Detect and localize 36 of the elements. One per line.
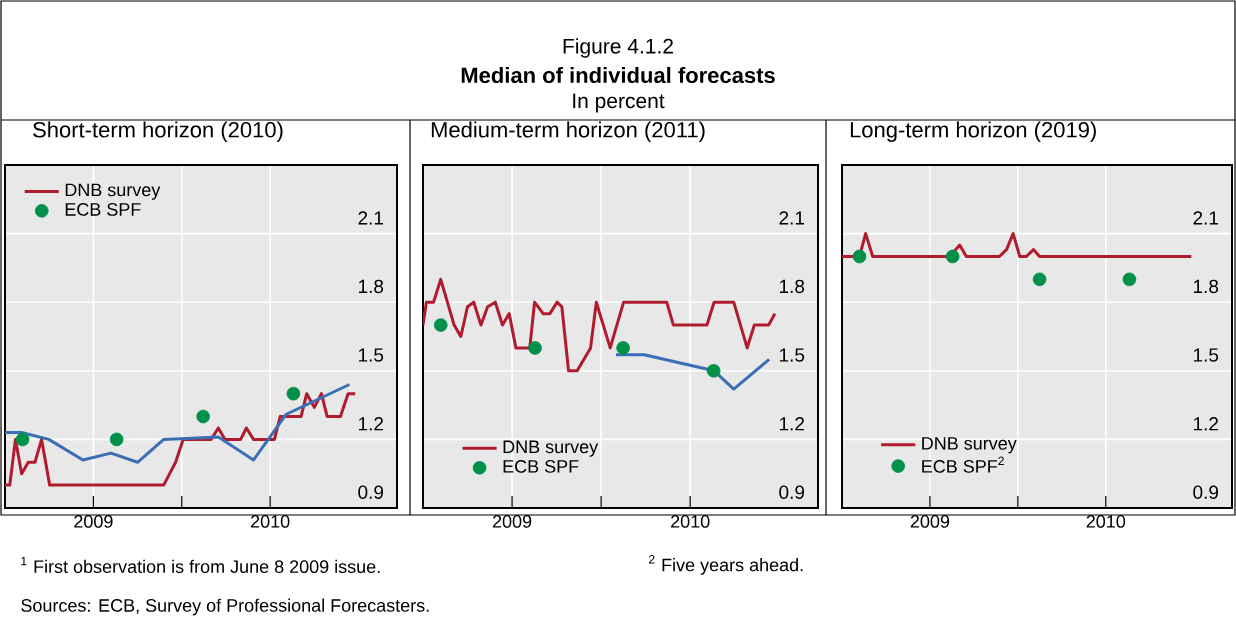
- y-tick-label: 0.9: [779, 485, 805, 499]
- y-tick-label: 1.5: [1193, 348, 1219, 362]
- chart-title: Medium-term horizon (2011): [431, 121, 705, 142]
- x-tick-label: 2010: [1086, 515, 1126, 528]
- legend-label: DNB survey: [503, 440, 599, 457]
- legend-label: ECB SPF$^{2}$: [922, 456, 1004, 473]
- y-tick-label: 1.2: [1193, 417, 1218, 431]
- x-tick-label: 2009: [492, 515, 532, 528]
- x-tick-label: 2009: [910, 515, 950, 528]
- x-tick-label: 2010: [251, 515, 290, 528]
- text: In percent: [573, 93, 665, 113]
- y-tick-label: 2.1: [1193, 211, 1218, 225]
- legend-label: DNB survey: [65, 183, 161, 200]
- y-tick-label: 0.9: [1193, 485, 1219, 499]
- chart-title: Long-term horizon (2019): [850, 121, 1096, 142]
- y-tick-label: 1.8: [779, 279, 805, 294]
- y-tick-label: 1.5: [358, 348, 384, 362]
- y-tick-label: 1.8: [1193, 279, 1219, 294]
- caption: Figure 4.1.2: [563, 38, 673, 58]
- text: Median of individual forecasts: [461, 66, 775, 84]
- y-tick-label: 2.1: [358, 211, 383, 225]
- text: $^{2}$ Five years ahead.: [649, 555, 803, 575]
- x-tick-label: 2009: [74, 515, 113, 528]
- y-tick-label: 1.8: [358, 279, 384, 294]
- chart-title: Short-term horizon (2010): [33, 121, 283, 142]
- x-tick-label: 2010: [671, 515, 710, 528]
- source-note: Sources: ECB, Survey of Professional Forecasters.: [21, 598, 429, 616]
- text: $^{1}$ First observation is from June 8 2009 issue.: [21, 556, 380, 574]
- y-tick-label: 1.5: [779, 348, 805, 362]
- legend-label: ECB SPF: [65, 203, 141, 216]
- y-tick-label: 0.9: [358, 485, 384, 499]
- legend-label: DNB survey: [922, 437, 1017, 454]
- legend-label: ECB SPF: [503, 460, 579, 473]
- y-tick-label: 1.2: [779, 417, 804, 431]
- y-tick-label: 1.2: [358, 417, 383, 431]
- y-tick-label: 2.1: [779, 211, 804, 225]
